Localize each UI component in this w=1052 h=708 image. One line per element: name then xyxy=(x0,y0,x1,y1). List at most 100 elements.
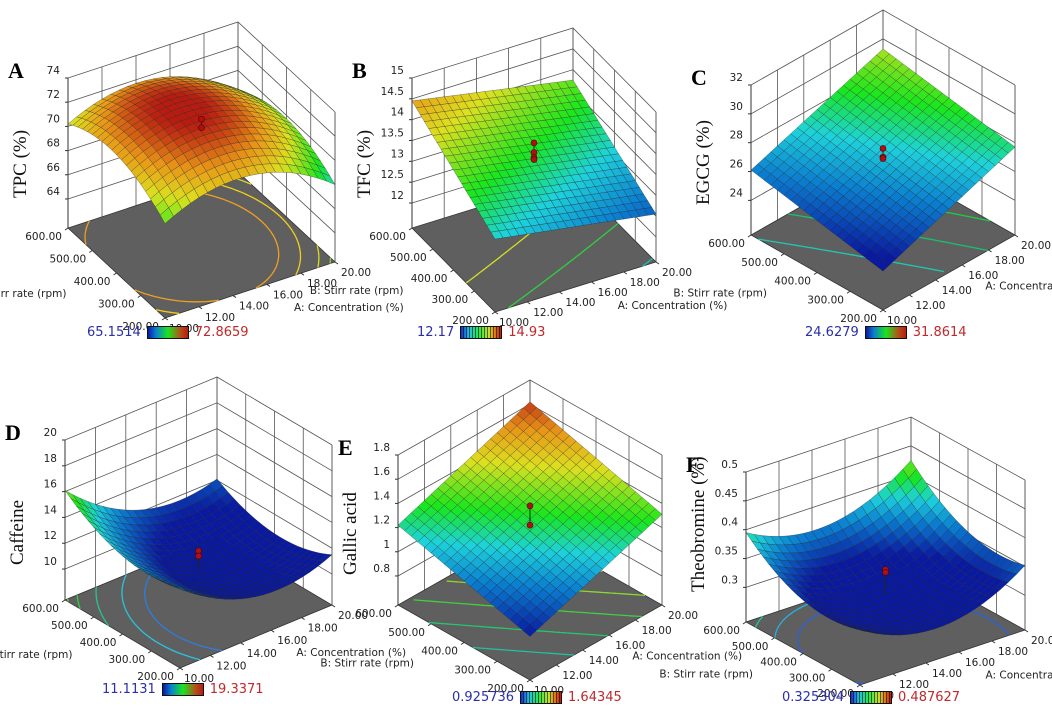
response-surface xyxy=(745,460,1026,636)
a-tick-label: 12.00 xyxy=(216,660,246,672)
b-tick-label: 300.00 xyxy=(98,299,135,311)
b-tick-label: 200.00 xyxy=(817,688,854,700)
a-axis-label: A: Concentration (%) xyxy=(618,300,728,312)
z-tick-label: 0.4 xyxy=(721,517,738,529)
legend-max: 14.93 xyxy=(508,325,546,340)
response-surface xyxy=(411,79,657,240)
a-tick-label: 18.00 xyxy=(307,278,337,290)
a-tick-label: 18.00 xyxy=(630,277,660,289)
design-point xyxy=(526,521,534,529)
b-tick-label: 300.00 xyxy=(454,664,491,676)
contour-line xyxy=(84,189,280,303)
a-tick-label: 12.00 xyxy=(899,679,929,691)
a-tick-label: 14.00 xyxy=(247,648,277,660)
z-ticks: 10 12 14 16 18 20 xyxy=(44,427,65,570)
z-tick-label: 0.5 xyxy=(721,459,738,471)
a-tick-label: 12.00 xyxy=(915,300,945,312)
z-tick-label: 1.4 xyxy=(373,490,390,502)
design-point xyxy=(198,115,205,123)
b-tick-label: 500.00 xyxy=(51,620,88,632)
z-tick-label: 70 xyxy=(47,113,60,125)
z-tick-label: 24 xyxy=(730,187,744,199)
color-legend: 24.6279 31.8614 xyxy=(805,325,967,340)
z-tick-label: 0.8 xyxy=(373,563,390,575)
b-axis-label: B: Stirr rate (rpm) xyxy=(310,285,404,297)
design-point xyxy=(530,156,538,163)
contour-line xyxy=(76,594,81,610)
z-tick-label: 30 xyxy=(730,101,743,113)
a-tick-label: 12.00 xyxy=(562,670,592,682)
a-tick-label: 14.00 xyxy=(565,297,595,309)
panel-a: 64666870727410.0012.0014.0016.0018.0020.… xyxy=(0,0,404,350)
z-tick-label: 13 xyxy=(391,148,404,160)
legend-min: 0.325304 xyxy=(782,690,845,705)
legend-min: 0.925736 xyxy=(452,690,515,705)
a-tick-label: 12.00 xyxy=(205,312,235,324)
b-tick-label: 200.00 xyxy=(487,683,524,695)
z-axis-label: Gallic acid xyxy=(340,492,361,575)
legend-colorbar xyxy=(161,683,204,696)
a-tick-label: 16.00 xyxy=(968,270,998,282)
b-axis-label: B: Stirr rate (rpm) xyxy=(0,649,73,661)
panel-f: 0.3 0.35 0.4 0.45 0.5 10.0012.0014.0016.0018.… xyxy=(659,350,1052,705)
a-tick-label: 12.00 xyxy=(533,307,563,319)
z-tick-label: 72 xyxy=(47,89,60,101)
surface-cell xyxy=(854,628,869,632)
z-tick-label: 28 xyxy=(730,130,743,142)
contour-line xyxy=(121,574,201,661)
z-tick-label: 68 xyxy=(47,138,60,150)
z-tick-label: 66 xyxy=(47,162,61,174)
a-tick-label: 16.00 xyxy=(273,289,303,301)
surface-plot-d: 10 12 14 16 18 20 10.0012.0014.0016.0018.0020.… xyxy=(0,376,406,685)
a-tick-label: 16.00 xyxy=(965,657,995,669)
b-axis-label: B: Stirr rate (rpm) xyxy=(673,288,767,300)
b-tick-label: 500.00 xyxy=(732,641,769,653)
b-tick-label: 500.00 xyxy=(50,254,87,266)
b-tick-label: 600.00 xyxy=(355,608,392,620)
panel-letter: E xyxy=(338,435,353,460)
contour-line xyxy=(95,587,110,627)
z-axis-label: EGCG (%) xyxy=(693,120,714,205)
legend-max: 31.8614 xyxy=(912,325,967,340)
response-surface xyxy=(64,478,333,600)
z-axis-label: Theobromine (%) xyxy=(688,456,709,592)
surface-plot-c: 24 26 28 30 32 10.00 12.00 14.00 16.00 18.00 20.00… xyxy=(673,9,1052,327)
legend-max: 72.8659 xyxy=(194,325,249,340)
response-surface xyxy=(397,401,663,637)
surface-plot-f: 0.3 0.35 0.4 0.45 0.5 10.0012.0014.0016.0018.… xyxy=(659,416,1052,702)
design-point xyxy=(198,124,205,131)
legend-min: 11.1131 xyxy=(102,682,156,697)
b-tick-label: 200.00 xyxy=(137,671,174,683)
legend-min: 65.1514 xyxy=(87,325,141,340)
panel-letter: F xyxy=(686,452,700,477)
legend-colorbar xyxy=(146,326,189,339)
a-tick-label: 14.00 xyxy=(589,655,619,667)
contour-line xyxy=(642,257,653,267)
z-axis-label: TPC (%) xyxy=(10,129,31,198)
a-tick-label: 10.00 xyxy=(887,315,917,327)
contour-line xyxy=(508,223,619,309)
z-tick-label: 0.35 xyxy=(715,546,738,558)
z-tick-label: 16 xyxy=(44,479,58,491)
z-axis-label: TFC (%) xyxy=(354,129,375,198)
b-tick-label: 600.00 xyxy=(25,231,62,243)
b-tick-label: 300.00 xyxy=(789,672,826,684)
design-points xyxy=(198,115,205,131)
a-tick-label: 20.00 xyxy=(338,610,368,622)
a-axis-label: A: Concentration (%) xyxy=(632,651,742,663)
design-point xyxy=(195,552,202,560)
color-legend: 12.17 14.93 xyxy=(417,325,545,340)
legend-colorbar xyxy=(850,691,893,704)
b-tick-label: 400.00 xyxy=(80,637,117,649)
a-tick-label: 14.00 xyxy=(932,668,962,680)
surface-plot-e: 0.811.21.41.61.810.0012.0014.0016.0018.0… xyxy=(320,379,742,697)
b-tick-label: 400.00 xyxy=(774,276,811,288)
legend-max: 1.64345 xyxy=(568,690,622,705)
b-tick-label: 300.00 xyxy=(109,654,146,666)
z-tick-label: 0.45 xyxy=(715,488,738,500)
design-points xyxy=(882,566,889,595)
